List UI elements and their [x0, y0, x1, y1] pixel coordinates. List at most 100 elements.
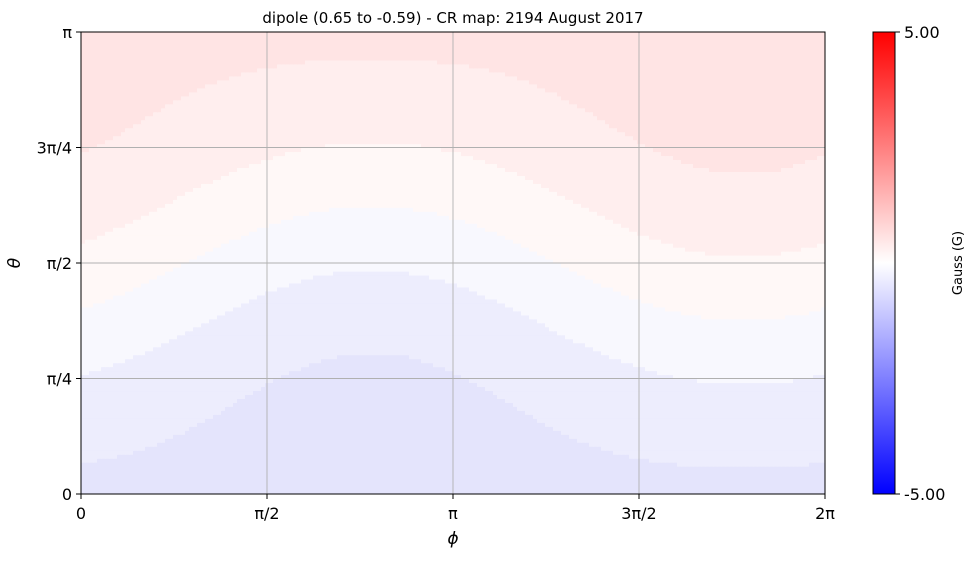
contour-cell [661, 450, 666, 455]
contour-cell [149, 474, 154, 479]
contour-cell [377, 450, 382, 455]
contour-cell [725, 414, 730, 419]
contour-cell [241, 442, 246, 447]
contour-cell [453, 482, 458, 487]
contour-cell [737, 462, 742, 467]
contour-cell [817, 470, 822, 475]
contour-cell [337, 454, 342, 459]
contour-cell [201, 486, 206, 491]
contour-cell [85, 454, 90, 459]
contour-cell [525, 458, 530, 463]
contour-cell [761, 446, 766, 451]
contour-cell [585, 454, 590, 459]
contour-cell [717, 434, 722, 439]
contour-cell [189, 486, 194, 491]
contour-cell [609, 466, 614, 471]
contour-cell [109, 426, 114, 431]
contour-cell [137, 418, 142, 423]
contour-cell [353, 394, 358, 400]
contour-cell [477, 414, 482, 419]
contour-cell [249, 406, 254, 411]
contour-cell [509, 430, 514, 435]
contour-cell [689, 402, 694, 407]
contour-cell [473, 430, 478, 435]
contour-cell [81, 434, 86, 439]
contour-cell [517, 414, 522, 419]
contour-cell [817, 430, 822, 435]
contour-cell [593, 462, 598, 467]
contour-cell [421, 422, 426, 427]
contour-cell [585, 386, 590, 392]
contour-cell [669, 390, 674, 396]
contour-cell [113, 402, 118, 407]
contour-cell [369, 410, 374, 415]
contour-cell [233, 446, 238, 451]
contour-cell [393, 450, 398, 455]
contour-cell [405, 490, 410, 494]
contour-cell [89, 390, 94, 396]
contour-cell [713, 446, 718, 451]
contour-cell [661, 422, 666, 427]
contour-cell [405, 394, 410, 400]
contour-cell [97, 410, 102, 415]
contour-cell [605, 402, 610, 407]
contour-cell [777, 466, 782, 471]
contour-cell [673, 402, 678, 407]
contour-cell [121, 486, 126, 491]
contour-cell [641, 434, 646, 439]
contour-cell [285, 462, 290, 467]
contour-cell [385, 418, 390, 423]
contour-cell [193, 390, 198, 396]
contour-cell [453, 478, 458, 483]
contour-cell [157, 426, 162, 431]
contour-cell [229, 430, 234, 435]
contour-cell [585, 398, 590, 403]
contour-cell [685, 418, 690, 423]
contour-cell [257, 458, 262, 463]
contour-cell [713, 402, 718, 407]
contour-cell [165, 478, 170, 483]
contour-cell [733, 474, 738, 479]
contour-cell [85, 438, 90, 443]
contour-cell [737, 442, 742, 447]
contour-cell [237, 418, 242, 423]
contour-cell [205, 482, 210, 487]
contour-cell [181, 446, 186, 451]
contour-cell [449, 410, 454, 415]
contour-cell [297, 482, 302, 487]
contour-cell [269, 482, 274, 487]
contour-cell [473, 450, 478, 455]
contour-cell [749, 434, 754, 439]
contour-cell [185, 394, 190, 400]
contour-cell [405, 406, 410, 411]
contour-cell [201, 386, 206, 392]
contour-cell [237, 442, 242, 447]
contour-cell [697, 486, 702, 491]
contour-cell [221, 398, 226, 403]
contour-cell [741, 418, 746, 423]
contour-cell [145, 386, 150, 392]
contour-cell [653, 430, 658, 435]
contour-cell [289, 414, 294, 419]
contour-cell [97, 434, 102, 439]
contour-cell [777, 402, 782, 407]
contour-cell [729, 402, 734, 407]
contour-cell [333, 422, 338, 427]
contour-cell [661, 474, 666, 479]
contour-cell [305, 434, 310, 439]
contour-cell [421, 470, 426, 475]
contour-cell [125, 454, 130, 459]
contour-cell [97, 458, 102, 463]
contour-cell [169, 450, 174, 455]
contour-cell [805, 390, 810, 396]
contour-cell [381, 398, 386, 403]
contour-cell [617, 466, 622, 471]
contour-cell [521, 410, 526, 415]
contour-cell [629, 398, 634, 403]
contour-cell [773, 442, 778, 447]
contour-cell [149, 454, 154, 459]
contour-cell [269, 406, 274, 411]
contour-cell [177, 442, 182, 447]
contour-cell [697, 418, 702, 423]
contour-cell [577, 386, 582, 392]
